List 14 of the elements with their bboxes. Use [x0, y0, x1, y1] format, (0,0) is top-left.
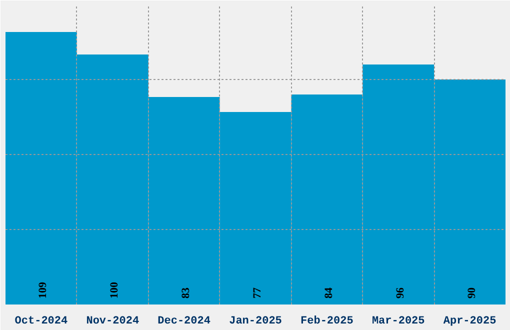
- x-tick-label: Oct-2024: [14, 316, 68, 328]
- x-tick-label: Mar-2025: [372, 316, 426, 328]
- x-tick-label: Nov-2024: [86, 316, 140, 328]
- data-label: 83: [180, 287, 192, 298]
- x-tick-label: Dec-2024: [158, 316, 211, 328]
- data-label: 109: [37, 282, 50, 298]
- x-tick-label: Jan-2025: [229, 316, 282, 328]
- data-label: 96: [394, 287, 406, 298]
- data-label: 90: [466, 287, 478, 298]
- data-label: 84: [322, 287, 335, 298]
- x-tick-label: Feb-2025: [300, 316, 354, 328]
- data-label: 100: [108, 282, 121, 298]
- data-label: 77: [252, 287, 264, 298]
- x-tick-label: Apr-2025: [443, 316, 497, 328]
